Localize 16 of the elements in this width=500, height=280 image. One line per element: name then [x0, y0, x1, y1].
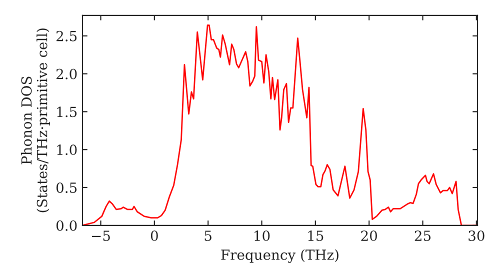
y-tick-label: 0.0: [56, 220, 77, 231]
y-tick-label: 1.0: [57, 144, 77, 156]
x-tick-label: 5: [204, 230, 212, 242]
y-tick-label: 0.5: [56, 182, 77, 193]
y-tick-label: 2.5: [56, 30, 77, 42]
y-axis-title: Phonon DOS (States/THz·primitive cell): [21, 28, 50, 212]
x-tick-label: 15: [308, 230, 324, 242]
x-tick-label: 0: [150, 230, 158, 242]
y-tick-label: 2.0: [56, 68, 77, 80]
x-tick-label: −5: [92, 230, 110, 242]
y-tick-label: 1.5: [57, 106, 77, 118]
x-tick-label: 10: [254, 230, 270, 242]
x-tick-label: 20: [361, 230, 378, 242]
x-tick-label: 25: [414, 230, 431, 242]
x-axis-title: Frequency (THz): [221, 249, 338, 263]
x-tick-label: 30: [468, 230, 484, 242]
